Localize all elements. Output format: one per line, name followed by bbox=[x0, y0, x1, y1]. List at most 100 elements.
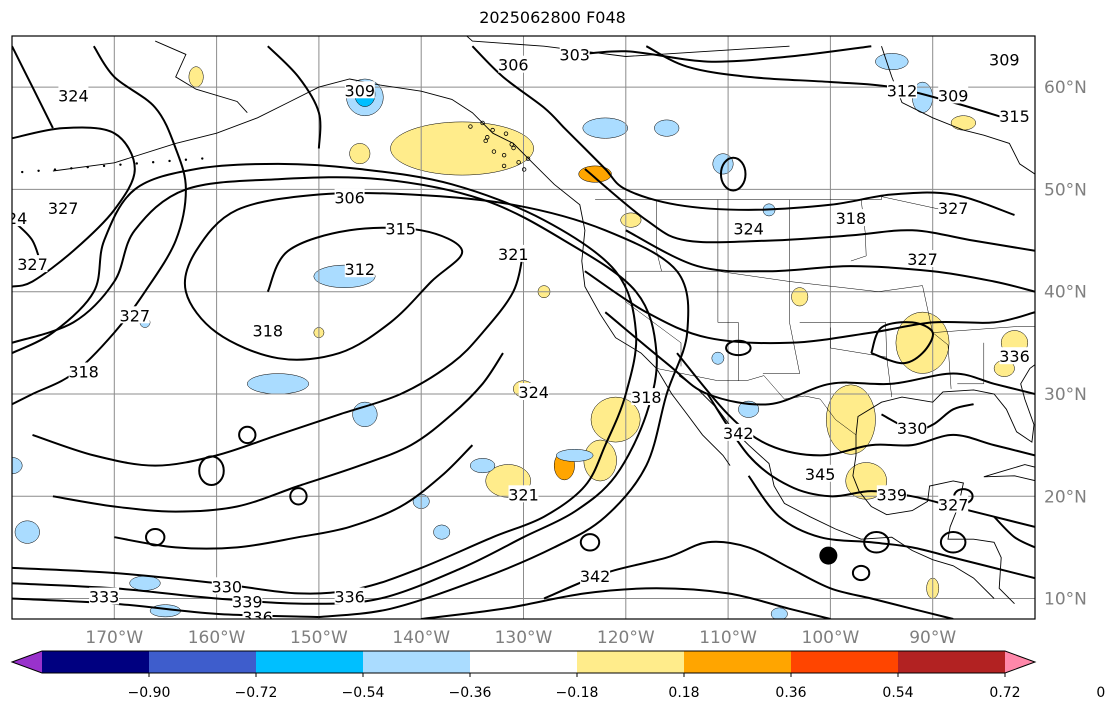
contour-label: 309 bbox=[989, 51, 1020, 70]
contour-label-layer: 309 306 303 309 312 309 315 324 327 324 327 327 306 3… bbox=[0, 45, 1030, 619]
colorbar-extend-high bbox=[1005, 651, 1035, 673]
contour-label-bg bbox=[897, 418, 928, 436]
contour-label: 327 bbox=[17, 255, 48, 274]
contour-label-bg bbox=[733, 219, 764, 237]
contour-label-bg bbox=[252, 321, 283, 339]
anomaly-patch bbox=[826, 384, 876, 455]
coastline bbox=[678, 375, 995, 599]
map-title: 2025062800 F048 bbox=[479, 8, 626, 27]
latitude-label: 50°N bbox=[1044, 180, 1087, 200]
island-mark bbox=[480, 120, 485, 126]
contour-line bbox=[604, 311, 1035, 406]
island-mark bbox=[70, 167, 73, 170]
contour-line bbox=[114, 444, 474, 550]
island-mark bbox=[468, 124, 473, 129]
contour-line bbox=[870, 321, 934, 365]
island-mark bbox=[501, 152, 507, 158]
colorbar-segment bbox=[684, 651, 792, 673]
contour-label: 324 bbox=[0, 209, 27, 228]
colorbar-tick-label: 0.90 bbox=[1096, 685, 1105, 701]
contour-loop bbox=[719, 156, 747, 192]
island-mark bbox=[483, 138, 488, 144]
longitude-tick-labels: 170°W 160°W 150°W 140°W 130°W 120°W 110°W 100°W… bbox=[85, 628, 956, 648]
anomaly-patch bbox=[582, 117, 629, 139]
latitude-label: 30°N bbox=[1044, 385, 1087, 405]
longitude-label: 150°W bbox=[290, 628, 348, 648]
island-mark bbox=[168, 159, 171, 163]
colorbar-segment bbox=[149, 651, 257, 673]
contour-label: 327 bbox=[120, 306, 151, 325]
contour-loop bbox=[579, 533, 601, 552]
map-frame bbox=[11, 35, 1036, 620]
colorbar-outline bbox=[10, 650, 1037, 674]
colorbar-tick-label: 0.54 bbox=[882, 685, 913, 701]
contour-line bbox=[543, 540, 954, 619]
contour-lines bbox=[12, 45, 1035, 619]
latitude-label: 60°N bbox=[1044, 78, 1087, 98]
contour-line bbox=[12, 597, 319, 618]
colorbar-extend-low bbox=[12, 651, 42, 673]
contour-label: 327 bbox=[938, 199, 969, 218]
contour-label: 336 bbox=[334, 588, 365, 607]
anomaly-patch bbox=[875, 53, 909, 71]
contour-label: 330 bbox=[212, 577, 243, 596]
colorbar-segment bbox=[256, 651, 364, 673]
contour-label: 333 bbox=[89, 588, 120, 607]
contour-label-bg bbox=[887, 81, 917, 99]
contour-label: 306 bbox=[498, 56, 529, 75]
anomaly-patch bbox=[12, 457, 23, 475]
contour-label: 330 bbox=[897, 419, 928, 438]
island-mark bbox=[37, 169, 40, 173]
border-line bbox=[886, 357, 893, 398]
coastline bbox=[855, 364, 1035, 443]
anomaly-patch bbox=[711, 351, 725, 365]
anomaly-patch bbox=[654, 119, 680, 137]
contour-line bbox=[52, 352, 504, 513]
anomaly-patch bbox=[950, 115, 976, 131]
contour-label: 309 bbox=[345, 81, 376, 100]
contour-loop bbox=[939, 531, 967, 554]
colorbar-tick-label: −0.72 bbox=[235, 685, 278, 701]
contour-line bbox=[32, 250, 525, 467]
contour-line bbox=[564, 45, 872, 63]
contour-label-bg bbox=[498, 244, 529, 262]
coastlines bbox=[21, 36, 1035, 605]
colorbar-tick-label: 0.18 bbox=[668, 685, 699, 701]
island-mark bbox=[86, 165, 89, 169]
island-mark bbox=[501, 163, 507, 169]
contour-label: 336 bbox=[999, 347, 1030, 366]
contour-label: 342 bbox=[723, 424, 754, 443]
coastline bbox=[52, 78, 731, 466]
contour-label-bg bbox=[631, 388, 662, 406]
contour-label-bg bbox=[938, 495, 969, 513]
anomaly-patch bbox=[14, 520, 40, 544]
colorbar-segment bbox=[577, 651, 685, 673]
longitude-label: 130°W bbox=[495, 628, 553, 648]
anomaly-patch bbox=[845, 462, 887, 500]
colorbar-segment bbox=[791, 651, 899, 673]
longitude-label: 160°W bbox=[188, 628, 246, 648]
border-line bbox=[717, 199, 739, 381]
contour-label: 318 bbox=[253, 322, 284, 341]
contour-label-bg bbox=[344, 81, 375, 99]
shaded-anomaly-layer bbox=[12, 53, 1029, 619]
contour-label-bg bbox=[805, 464, 836, 482]
border-line bbox=[932, 326, 1035, 333]
colorbar-tick-label: 0.72 bbox=[989, 685, 1020, 701]
contour-line bbox=[706, 393, 1035, 528]
contour-line bbox=[676, 352, 1035, 457]
anomaly-patch bbox=[556, 449, 594, 462]
island-mark bbox=[485, 135, 490, 140]
contour-label: 327 bbox=[938, 496, 969, 515]
contour-label: 327 bbox=[48, 199, 79, 218]
longitude-label: 90°W bbox=[909, 628, 956, 648]
anomaly-patch bbox=[390, 121, 534, 176]
contour-label: 306 bbox=[334, 189, 365, 208]
border-line bbox=[656, 368, 857, 436]
contour-loop bbox=[198, 455, 225, 487]
anomaly-patch bbox=[247, 373, 309, 395]
contour-label-bg bbox=[211, 577, 242, 595]
island-mark bbox=[102, 164, 106, 168]
contour-label-bg bbox=[232, 592, 263, 610]
coastline bbox=[155, 40, 248, 114]
